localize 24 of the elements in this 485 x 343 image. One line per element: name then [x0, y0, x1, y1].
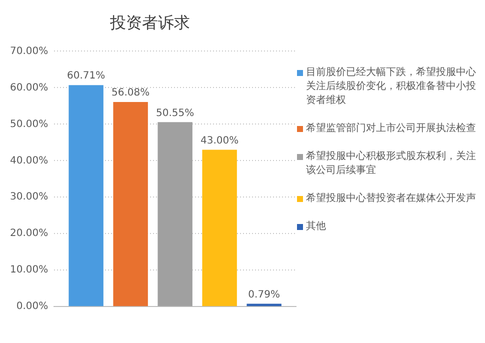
y-tick-label: 30.00% [10, 192, 48, 203]
data-label: 0.79% [248, 289, 280, 300]
y-tick-label: 0.00% [16, 301, 48, 312]
legend-label: 目前股价已经大幅下跌，希望投服中心关注后续股价变化，积极准备替中小投资者维权 [306, 66, 477, 108]
data-label: 43.00% [200, 135, 239, 146]
legend-label: 希望投服中心替投资者在媒体公开发声 [306, 192, 476, 206]
y-tick-label: 50.00% [10, 118, 48, 130]
y-tick-label: 10.00% [10, 264, 48, 276]
bar [246, 304, 282, 306]
data-label: 50.55% [156, 108, 194, 119]
data-label: 60.71% [66, 70, 106, 82]
legend-label: 希望监管部门对上市公司开展执法检查 [306, 122, 476, 136]
y-tick-label: 70.00% [10, 46, 48, 57]
y-tick-label: 20.00% [10, 228, 48, 240]
y-tick-label: 60.00% [10, 82, 48, 94]
legend-label: 希望投服中心积极形式股东权利，关注该公司后续事宜 [306, 150, 477, 178]
data-label: 56.08% [111, 88, 150, 99]
y-tick-label: 40.00% [10, 155, 48, 166]
bar [202, 150, 237, 306]
legend-label: 其他 [306, 220, 326, 234]
chart-title: 投资者诉求 [109, 12, 190, 32]
bar [158, 122, 192, 306]
bar [113, 102, 148, 306]
bar [68, 85, 104, 306]
